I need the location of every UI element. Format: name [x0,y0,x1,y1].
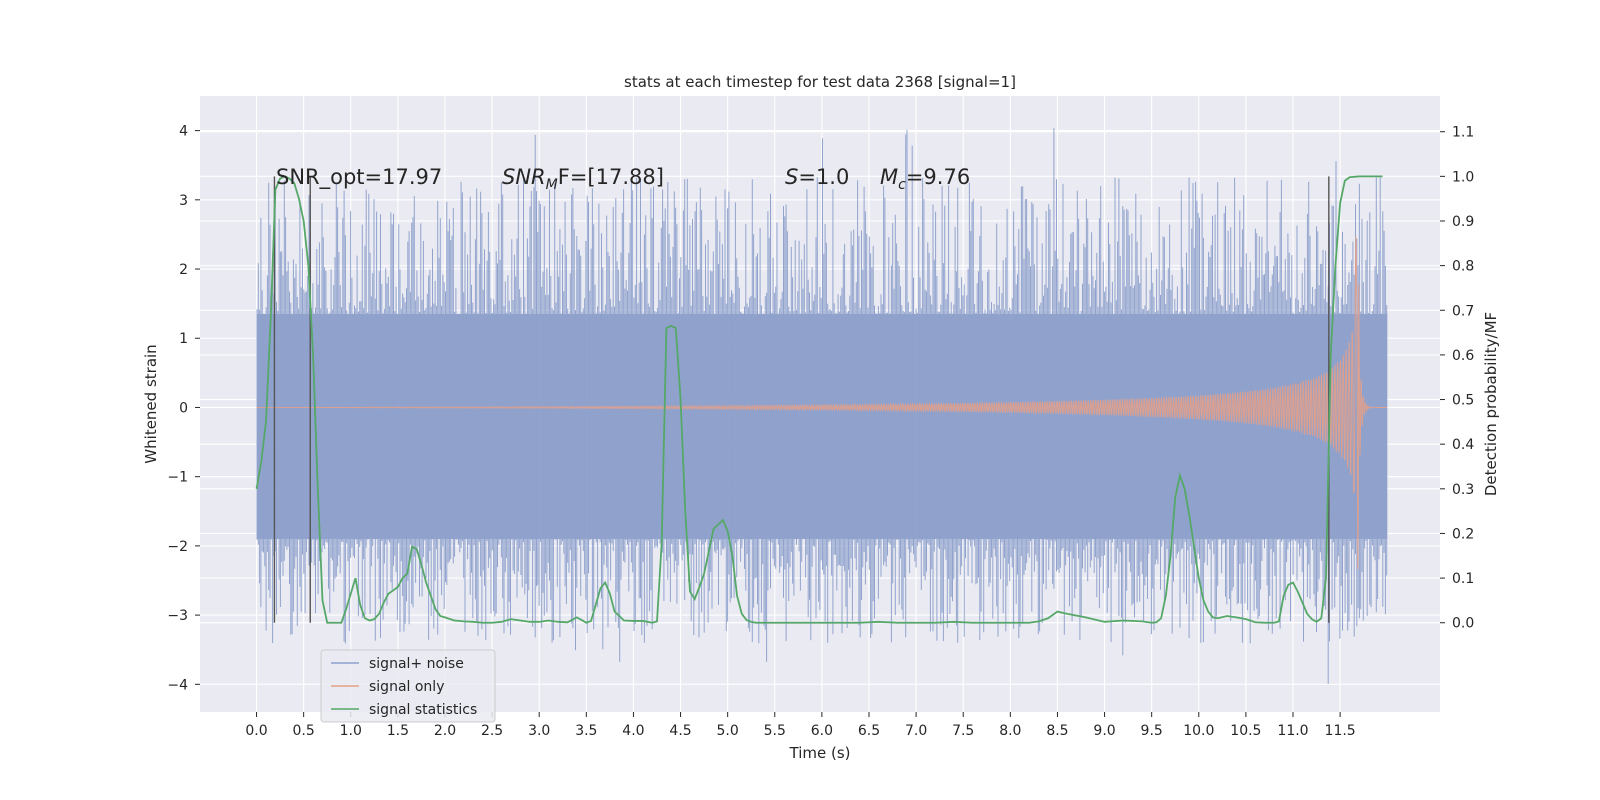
x-axis-label: Time (s) [789,744,851,762]
annotation-mc-main: M [880,165,898,189]
annotation-snr-opt: SNR_opt=17.97 [276,165,442,190]
y-tick-label-right: 0.4 [1452,437,1474,453]
annotation-mc-sub: c [898,177,906,193]
y-tick-label-right: 0.7 [1452,303,1474,319]
annotation-snr-mf: SNRMF=[17.88] [502,165,664,193]
y-tick-label-left: −1 [167,470,188,486]
x-tick-label: 6.0 [811,723,833,739]
signal-only-line [256,236,1388,569]
plot-area [255,128,1388,684]
y-tick-label-right: 0.2 [1452,526,1474,542]
annotation-s-main: S [785,165,798,189]
y-tick-label-right: 0.5 [1452,393,1474,409]
annotation-snr-mf-main: SNR [502,165,546,189]
y-tick-label-right: 0.8 [1452,259,1474,275]
x-tick-label: 5.5 [764,723,786,739]
annotation-mc: Mc=9.76 [880,165,970,193]
legend-box [320,649,496,723]
y-axis-label-left: Whitened strain [142,344,160,463]
y-tick-label-right: 1.0 [1452,169,1474,185]
x-tick-label: 7.0 [905,723,927,739]
y-tick-label-left: 0 [179,400,188,416]
x-tick-label: 11.5 [1325,723,1356,739]
x-tick-label: 9.0 [1093,723,1115,739]
x-tick-label: 2.5 [481,723,503,739]
x-tick-label: 3.5 [575,723,597,739]
x-tick-label: 7.5 [952,723,974,739]
y-axis-label-right: Detection probability/MF [1482,312,1500,496]
legend-label-signal-statistics: signal statistics [369,702,477,718]
annotation-snr-mf-sub: M [546,177,558,193]
annotation-s-rest: =1.0 [798,165,849,189]
y-tick-label-left: 3 [179,193,188,209]
y-tick-label-right: 0.3 [1452,482,1474,498]
y-tick-label-left: 1 [179,331,188,347]
y-tick-label-right: 1.1 [1452,125,1474,141]
legend: signal+ noise signal only signal statist… [320,649,496,723]
legend-label-signal-only: signal only [369,679,444,695]
y-tick-label-right: 0.0 [1452,616,1474,632]
signal-statistics-line [255,175,1383,624]
y-tick-label-left: −4 [167,677,188,693]
x-tick-label: 6.5 [858,723,880,739]
x-tick-label: 0.5 [293,723,315,739]
x-tick-label: 2.0 [434,723,456,739]
x-tick-label: 1.0 [340,723,362,739]
x-tick-label: 11.0 [1277,723,1308,739]
signal-noise-core [256,314,1388,539]
x-tick-label: 1.5 [387,723,409,739]
x-tick-label: 8.5 [1046,723,1068,739]
x-tick-label: 4.5 [669,723,691,739]
axes: 0.0 0.5 1.0 1.5 2.0 2.5 3.0 3.5 4.0 4.5 5.0 5.5 6.0 6… [167,124,1474,739]
annotation-snr-mf-rest: F=[17.88] [558,165,664,189]
x-tick-label: 10.0 [1183,723,1214,739]
y-tick-label-right: 0.1 [1452,571,1474,587]
legend-label-signal-noise: signal+ noise [369,656,464,672]
annotation-s: S=1.0 [785,165,849,189]
x-tick-label: 5.0 [717,723,739,739]
x-tick-label: 4.0 [622,723,644,739]
x-tick-label: 8.0 [999,723,1021,739]
x-tick-label: 3.0 [528,723,550,739]
y-tick-label-left: 2 [179,262,188,278]
y-tick-label-left: −2 [167,539,188,555]
x-tick-label: 10.5 [1230,723,1261,739]
y-tick-label-left: −3 [167,608,188,624]
x-tick-label: 0.0 [245,723,267,739]
annotation-mc-rest: =9.76 [906,165,970,189]
y-tick-label-right: 0.9 [1452,214,1474,230]
chart-title: stats at each timestep for test data 236… [624,73,1016,91]
y-tick-label-left: 4 [179,124,188,140]
y-tick-label-right: 0.6 [1452,348,1474,364]
x-tick-label: 9.5 [1141,723,1163,739]
